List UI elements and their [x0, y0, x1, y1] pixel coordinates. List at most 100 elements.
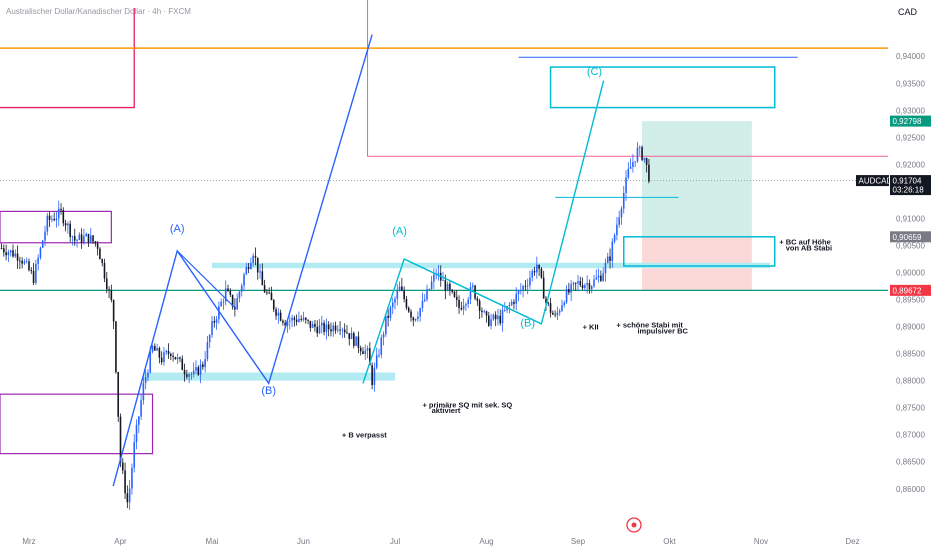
candle: [211, 321, 213, 336]
x-tick-label: Dez: [845, 537, 859, 546]
candle: [96, 243, 99, 249]
candle: [37, 257, 39, 264]
target-box: [549, 66, 776, 109]
candle: [25, 261, 28, 263]
candle: [156, 348, 158, 351]
candle: [5, 252, 7, 256]
candle: [7, 252, 10, 256]
candle: [300, 318, 303, 320]
candle: [545, 298, 547, 303]
target-label-bg: [890, 115, 931, 127]
candle: [362, 351, 364, 354]
wave-label: (B): [520, 318, 535, 330]
candle: [366, 348, 369, 351]
candle: [186, 374, 188, 377]
candle: [332, 325, 335, 332]
candle: [401, 286, 403, 291]
candle: [206, 342, 209, 360]
candle: [604, 262, 607, 274]
candle: [295, 319, 298, 322]
candle: [423, 299, 426, 301]
candle: [492, 314, 495, 320]
candle: [602, 273, 604, 281]
candle: [76, 239, 78, 241]
candle: [414, 318, 417, 321]
candle: [126, 493, 129, 503]
candle: [188, 374, 190, 377]
candle: [380, 337, 383, 355]
candle: [32, 271, 35, 283]
candle: [224, 288, 227, 302]
candle: [92, 235, 94, 242]
candle: [389, 307, 392, 318]
candle: [327, 324, 330, 330]
tradingview-event-icon[interactable]: [626, 517, 642, 533]
candle: [378, 354, 380, 356]
y-tick-label: 0,90000: [896, 269, 925, 278]
candle: [94, 241, 97, 244]
candle: [83, 236, 85, 243]
candle: [112, 300, 115, 322]
candle: [572, 282, 575, 285]
candle: [533, 271, 536, 273]
candle: [138, 416, 140, 425]
candle: [394, 298, 396, 303]
candle: [490, 319, 492, 326]
candle: [469, 287, 472, 300]
candle: [593, 279, 595, 287]
candle: [433, 274, 435, 282]
candle: [19, 260, 21, 262]
candle: [634, 161, 636, 163]
candle: [369, 348, 371, 366]
annotation-text: aktiviert: [432, 406, 461, 415]
candle: [238, 291, 241, 299]
candle: [229, 291, 232, 295]
candle: [190, 373, 193, 375]
candle: [64, 223, 67, 226]
candle: [497, 315, 499, 320]
candle: [245, 267, 248, 275]
candle: [616, 224, 618, 236]
candle: [481, 310, 483, 313]
candle: [522, 286, 524, 291]
candle: [51, 219, 53, 220]
candle: [613, 235, 616, 242]
candle: [101, 259, 103, 263]
purple-box-lower: [0, 393, 154, 455]
candle: [57, 208, 60, 219]
candle: [192, 370, 195, 374]
countdown-label-bg: [890, 184, 931, 196]
candle: [554, 314, 556, 316]
x-tick-label: Apr: [114, 537, 127, 546]
candle: [263, 285, 266, 293]
annotations-layer: (A) (B) (A) (B) (C) + B verpasst + primäre SQ …: [170, 66, 832, 439]
candle: [391, 302, 394, 308]
blue-wave-abc: [112, 34, 373, 487]
candle: [117, 372, 120, 417]
candle: [154, 346, 156, 351]
candle: [494, 314, 497, 320]
candle: [179, 357, 181, 359]
candle: [181, 358, 184, 370]
candle: [99, 248, 101, 260]
y-tick-label: 0,86500: [896, 458, 925, 467]
candle: [346, 332, 348, 334]
candle: [133, 442, 136, 468]
candle: [41, 240, 44, 248]
candle: [167, 351, 170, 354]
y-tick-label: 0,90500: [896, 241, 925, 250]
candle: [176, 357, 179, 360]
candle: [302, 317, 305, 320]
candle: [268, 292, 270, 294]
candle: [618, 217, 620, 225]
candle: [375, 355, 378, 368]
candle: [174, 357, 177, 360]
candle: [30, 270, 33, 272]
candle: [202, 364, 204, 368]
candle: [142, 383, 145, 401]
candle: [558, 310, 561, 313]
candle: [549, 303, 552, 313]
candle: [284, 322, 286, 326]
candle: [536, 264, 538, 273]
